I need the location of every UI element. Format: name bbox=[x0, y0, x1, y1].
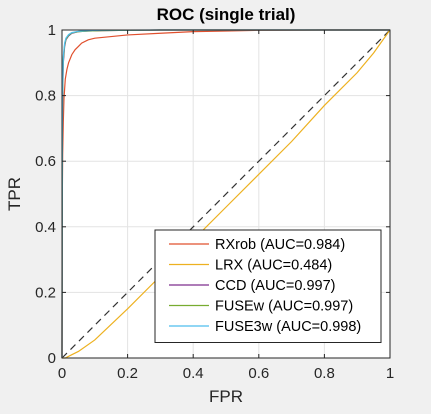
legend-box bbox=[154, 229, 382, 343]
series-line-1 bbox=[61, 29, 390, 359]
ticks-group: 0 0.2 0.4 0.6 0.8 1 0 0.2 0.4 0.6 0.8 1 bbox=[35, 22, 394, 382]
y-tick-label: 0 bbox=[48, 350, 56, 367]
y-tick-label: 0.2 bbox=[35, 284, 56, 301]
x-tick-label: 0 bbox=[58, 365, 66, 382]
x-tick-label: 0.6 bbox=[248, 365, 269, 382]
legend-label-5: FUSE3w (AUC=0.998) bbox=[215, 319, 361, 335]
x-tick-label: 0.2 bbox=[117, 365, 138, 382]
x-tick-label: 0.8 bbox=[314, 365, 335, 382]
axes-box bbox=[61, 29, 391, 359]
chart-title: ROC (single trial) bbox=[157, 5, 296, 24]
y-tick-label: 1 bbox=[48, 22, 56, 39]
legend-label-2: LRX (AUC=0.484) bbox=[215, 258, 332, 274]
chance-line bbox=[61, 29, 391, 359]
chance-line-group bbox=[61, 29, 391, 359]
legend-label-3: CCD (AUC=0.997) bbox=[215, 278, 335, 294]
x-axis-label: FPR bbox=[209, 387, 243, 406]
y-tick-label: 0.4 bbox=[35, 219, 56, 236]
legend-label-1: RXrob (AUC=0.984) bbox=[215, 237, 345, 253]
y-tick-label: 0.8 bbox=[35, 88, 56, 105]
y-tick-label: 0.6 bbox=[35, 153, 56, 170]
legend-label-4: FUSEw (AUC=0.997) bbox=[215, 299, 353, 315]
y-axis-label: TPR bbox=[5, 177, 24, 211]
x-tick-label: 1 bbox=[386, 365, 394, 382]
x-tick-label: 0.4 bbox=[183, 365, 204, 382]
legend: RXrob (AUC=0.984) LRX (AUC=0.484) CCD (AUC… bbox=[154, 229, 382, 343]
